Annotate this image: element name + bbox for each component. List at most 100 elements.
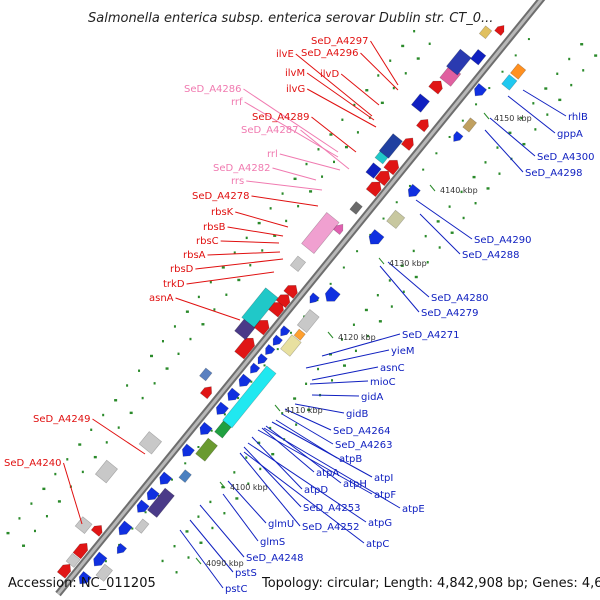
gene-label-atpg: atpG [368, 518, 392, 529]
tick-mark [221, 266, 225, 269]
tick-mark [54, 472, 57, 476]
tick-mark [161, 559, 164, 563]
tick-mark [532, 102, 535, 105]
kbp-label: 4100 kbp [230, 483, 268, 492]
label-leader [243, 88, 339, 153]
label-leader [222, 493, 259, 542]
tick-mark [413, 29, 416, 33]
label-leader [179, 529, 224, 589]
tick-mark [364, 308, 368, 312]
gene-label-atph: atpH [343, 479, 367, 490]
label-leader [227, 480, 267, 524]
gene-label-atpf: atpF [374, 490, 396, 501]
tick-mark [341, 118, 344, 121]
tick-mark [568, 57, 571, 61]
gene-label-sed-a4300: SeD_A4300 [537, 152, 595, 163]
tick-mark [462, 216, 465, 220]
tick-mark [269, 426, 272, 430]
tick-mark [104, 560, 107, 563]
label-leader [92, 418, 146, 455]
tick-mark [309, 190, 313, 193]
gene-label-glms: glmS [260, 537, 285, 548]
gene-label-ilve: ilvE [276, 49, 294, 60]
gene-label-rrl: rrl [267, 149, 278, 160]
tick-mark [484, 161, 487, 164]
gene-label-gidb: gidB [346, 409, 368, 420]
tick-mark [395, 201, 398, 204]
kbp-tick [327, 331, 334, 339]
gene-arrow [72, 542, 89, 560]
tick-mark [558, 98, 562, 102]
tick-mark [352, 323, 355, 326]
tick-mark [249, 264, 252, 267]
tick-mark [414, 275, 418, 279]
gene-block [138, 431, 163, 455]
gene-label-pstc: pstC [225, 584, 247, 595]
gene-label-rbsk: rbsK [211, 207, 234, 218]
tick-mark [114, 399, 118, 402]
gene-arrow [216, 401, 229, 415]
label-leader [271, 421, 373, 478]
tick-mark [329, 353, 333, 356]
tick-mark [580, 43, 584, 46]
tick-mark [90, 428, 93, 431]
tick-mark [247, 482, 250, 485]
tick-mark [496, 146, 499, 149]
label-leader [251, 195, 319, 207]
tick-mark [30, 502, 33, 505]
tick-mark [356, 131, 359, 134]
gene-arrow [265, 343, 276, 356]
tick-mark [556, 72, 559, 75]
tick-mark [378, 320, 382, 323]
tick-mark [257, 441, 261, 445]
tick-mark [118, 543, 121, 546]
gene-label-rrf: rrf [231, 97, 243, 108]
tick-mark [221, 485, 225, 489]
gene-block [134, 518, 150, 534]
tick-mark [582, 69, 585, 72]
gene-block [241, 287, 279, 328]
tick-mark [129, 411, 133, 415]
tick-mark [210, 429, 213, 432]
gene-arrow [268, 302, 284, 318]
tick-mark [498, 172, 501, 175]
gene-arrow [159, 471, 173, 485]
tick-mark [138, 369, 141, 372]
gene-arrow [400, 137, 414, 151]
label-leader [279, 153, 341, 171]
gene-block [446, 48, 472, 76]
tick-mark [173, 544, 176, 548]
gene-label-rhlb: rhlB [568, 112, 588, 123]
gene-arrow [374, 170, 391, 187]
tick-mark [402, 290, 405, 293]
label-leader [311, 394, 360, 397]
gene-label-ilvg: ilvG [286, 84, 305, 95]
gene-arrow [428, 80, 443, 95]
tick-mark [424, 234, 427, 238]
label-leader [281, 413, 334, 445]
gene-label-psts: pstS [235, 568, 257, 579]
gene-label-sed-a4271: SeD_A4271 [402, 330, 460, 341]
tick-mark [474, 202, 477, 205]
tick-mark [259, 467, 262, 471]
label-leader [227, 226, 284, 237]
tick-mark [333, 160, 336, 164]
label-leader [265, 425, 342, 484]
gene-label-sed-a4287: SeD_A4287 [241, 125, 299, 136]
label-leader [261, 427, 315, 473]
gene-label-mioc: mioC [370, 377, 396, 388]
gene-label-asna: asnA [149, 293, 174, 304]
tick-mark [261, 249, 264, 252]
gene-block [462, 117, 477, 133]
gene-label-gppa: gppA [557, 129, 583, 140]
tick-mark [223, 512, 226, 515]
label-leader [360, 52, 399, 91]
tick-mark [126, 384, 129, 387]
gene-block [378, 133, 403, 159]
label-leader [220, 240, 280, 244]
gene-label-ilvm: ilvM [285, 68, 305, 79]
gene-arrow [275, 294, 291, 309]
tick-mark [245, 236, 248, 240]
